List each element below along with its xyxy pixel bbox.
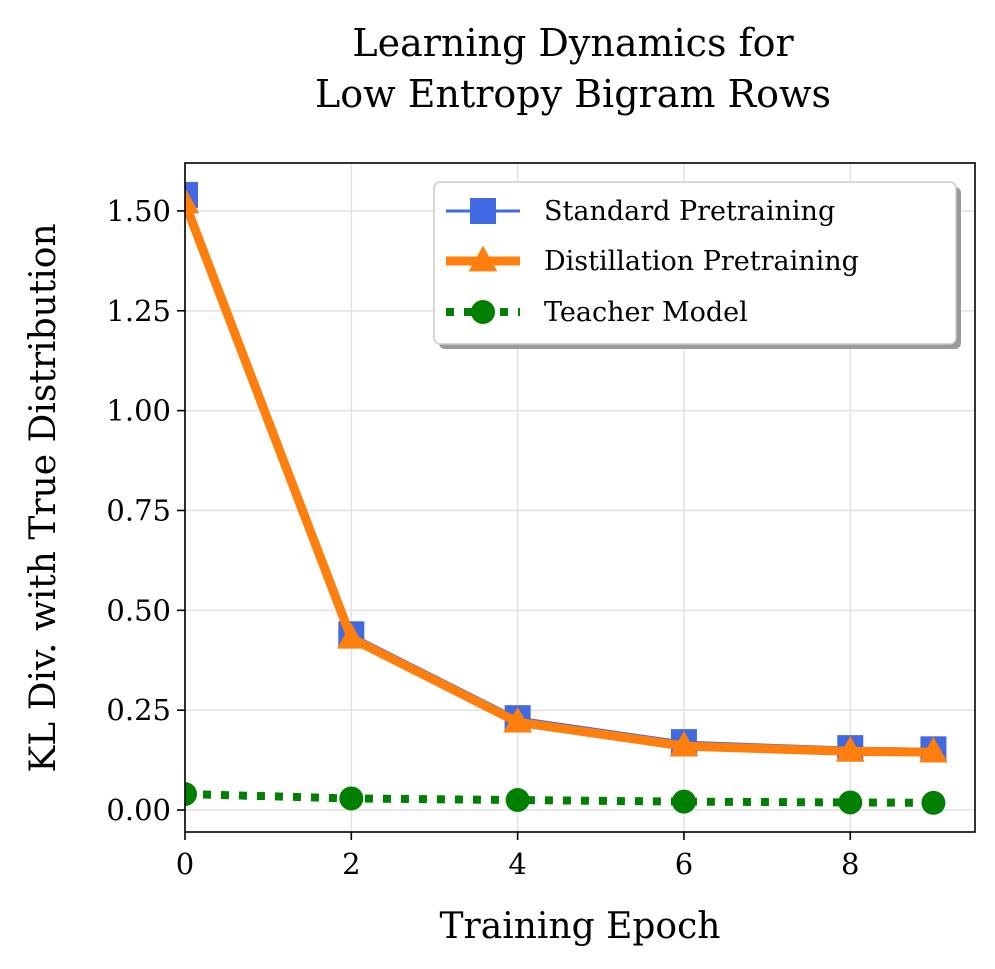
series-distillation-pretraining: [185, 187, 948, 763]
y-tick-label: 0.50: [106, 593, 171, 627]
data-point-distillation-pretraining: [337, 622, 366, 649]
x-tick-label: 6: [675, 847, 693, 881]
x-tick-label: 0: [176, 847, 194, 881]
legend-marker: [468, 245, 498, 272]
legend-item-standard-pretraining: Standard Pretraining: [446, 196, 835, 227]
y-tick-label: 1.00: [106, 394, 171, 428]
legend-item-teacher-model: Teacher Model: [446, 297, 748, 328]
data-point-distillation-pretraining: [185, 187, 200, 214]
data-point-teacher-model: [185, 782, 197, 807]
y-axis-label: KL Div. with True Distribution: [23, 223, 64, 772]
chart-title-line-2: Low Entropy Bigram Rows: [315, 72, 831, 116]
x-tick-label: 4: [508, 847, 526, 881]
data-point-teacher-model: [921, 790, 946, 815]
series-teacher-model: [185, 782, 946, 815]
x-axis-label: Training Epoch: [440, 906, 721, 947]
y-tick-label: 0.25: [106, 693, 171, 727]
series-line-teacher-model: [185, 790, 934, 807]
series-line-distillation-pretraining: [185, 201, 934, 757]
legend-label: Distillation Pretraining: [544, 246, 859, 277]
data-point-teacher-model: [838, 790, 863, 815]
x-tick-label: 2: [342, 847, 360, 881]
legend-marker: [471, 300, 495, 324]
chart-title: Learning Dynamics for Low Entropy Bigram…: [315, 21, 831, 116]
data-point-distillation-pretraining: [503, 706, 532, 733]
chart-title-line-1: Learning Dynamics for: [352, 21, 794, 65]
y-axis-ticks: 0.00 0.25 0.50 0.75 1.00 1.25 1.50: [106, 194, 185, 827]
y-tick-label: 0.75: [106, 493, 171, 527]
data-point-teacher-model: [505, 788, 530, 813]
data-point-distillation-pretraining: [919, 736, 948, 763]
data-point-distillation-pretraining: [669, 730, 699, 757]
data-point-distillation-pretraining: [835, 736, 865, 762]
y-tick-label: 0.00: [106, 793, 171, 827]
legend-item-distillation-pretraining: Distillation Pretraining: [446, 245, 859, 277]
x-tick-label: 8: [841, 847, 859, 881]
y-tick-label: 1.25: [106, 294, 171, 328]
legend: Standard Pretraining Distillation Pretrai…: [433, 181, 961, 349]
series-layer: [185, 181, 948, 815]
data-point-teacher-model: [339, 786, 364, 811]
y-tick-label: 1.50: [106, 194, 171, 228]
legend-marker: [470, 198, 496, 224]
legend-label: Teacher Model: [544, 297, 748, 328]
data-point-teacher-model: [671, 789, 696, 814]
x-axis-ticks: 0 2 4 6 8: [176, 832, 859, 881]
legend-box: [433, 181, 957, 345]
legend-label: Standard Pretraining: [544, 196, 835, 227]
plot-frame: [184, 162, 976, 833]
